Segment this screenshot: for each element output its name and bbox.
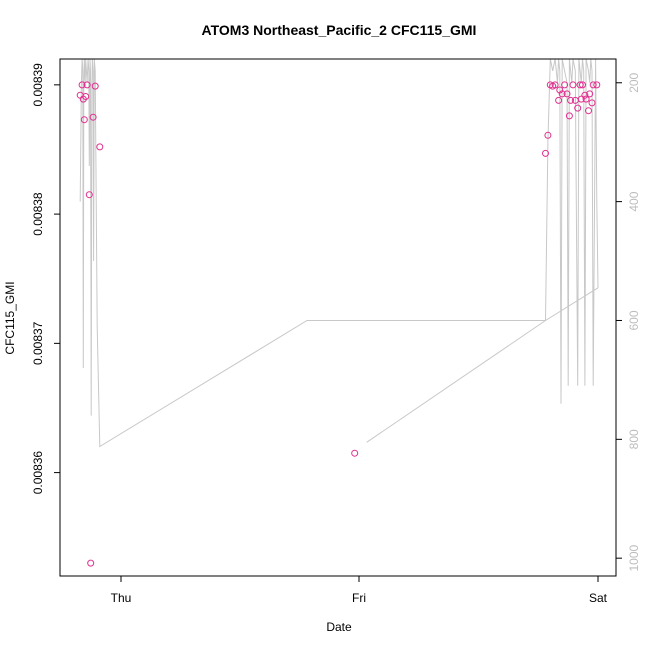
y2-tick-label: 400 — [627, 191, 641, 211]
data-point — [82, 93, 90, 100]
data-point — [588, 99, 596, 107]
data-point — [577, 95, 585, 103]
x-tick-label: Fri — [352, 591, 366, 605]
x-tick-label: Sat — [589, 591, 608, 605]
data-point — [83, 81, 91, 89]
data-point — [589, 81, 597, 89]
data-point — [96, 143, 104, 151]
data-point — [80, 116, 88, 124]
data-point — [582, 95, 590, 103]
data-point — [567, 96, 575, 104]
y-tick-label: 0.00836 — [31, 451, 45, 495]
y-tick-label: 0.00837 — [31, 321, 45, 365]
y2-tick-label: 200 — [627, 72, 641, 92]
x-axis: Thu Fri Sat — [111, 575, 608, 605]
plot-frame — [59, 58, 617, 577]
y-axis-label: CFC115_GMI — [3, 281, 17, 354]
data-point — [576, 81, 584, 89]
data-point — [91, 82, 99, 90]
y2-tick-label: 600 — [627, 310, 641, 330]
y-tick-label: 0.00839 — [31, 63, 45, 107]
x-axis-label: Date — [326, 620, 352, 634]
y-tick-label: 0.00838 — [31, 192, 45, 236]
data-point — [558, 90, 566, 98]
data-point — [586, 90, 594, 98]
data-point — [544, 131, 552, 139]
data-point — [569, 81, 577, 89]
x-tick-label: Thu — [111, 591, 132, 605]
data-point — [581, 91, 589, 99]
plot-area — [76, 58, 601, 567]
y2-tick-label: 800 — [627, 429, 641, 449]
chart-title: ATOM3 Northeast_Pacific_2 CFC115_GMI — [202, 22, 477, 38]
data-point — [579, 81, 586, 89]
data-point — [89, 113, 97, 121]
y2-tick-label: 1000 — [627, 545, 641, 572]
data-point — [563, 90, 571, 98]
data-point — [78, 81, 86, 89]
data-point — [87, 559, 95, 567]
series-line — [79, 58, 599, 448]
data-point — [351, 449, 359, 457]
data-point — [585, 107, 592, 115]
y-axis-right: 200 400 600 800 1000 — [615, 72, 641, 572]
data-point — [555, 96, 563, 104]
data-point — [565, 112, 573, 120]
data-point — [561, 81, 569, 89]
data-point — [542, 149, 549, 157]
data-point — [574, 104, 582, 112]
data-point — [551, 81, 559, 89]
y-axis-left: 0.00836 0.00837 0.00838 0.00839 — [31, 63, 61, 495]
data-point — [593, 81, 601, 89]
data-point — [85, 191, 93, 199]
